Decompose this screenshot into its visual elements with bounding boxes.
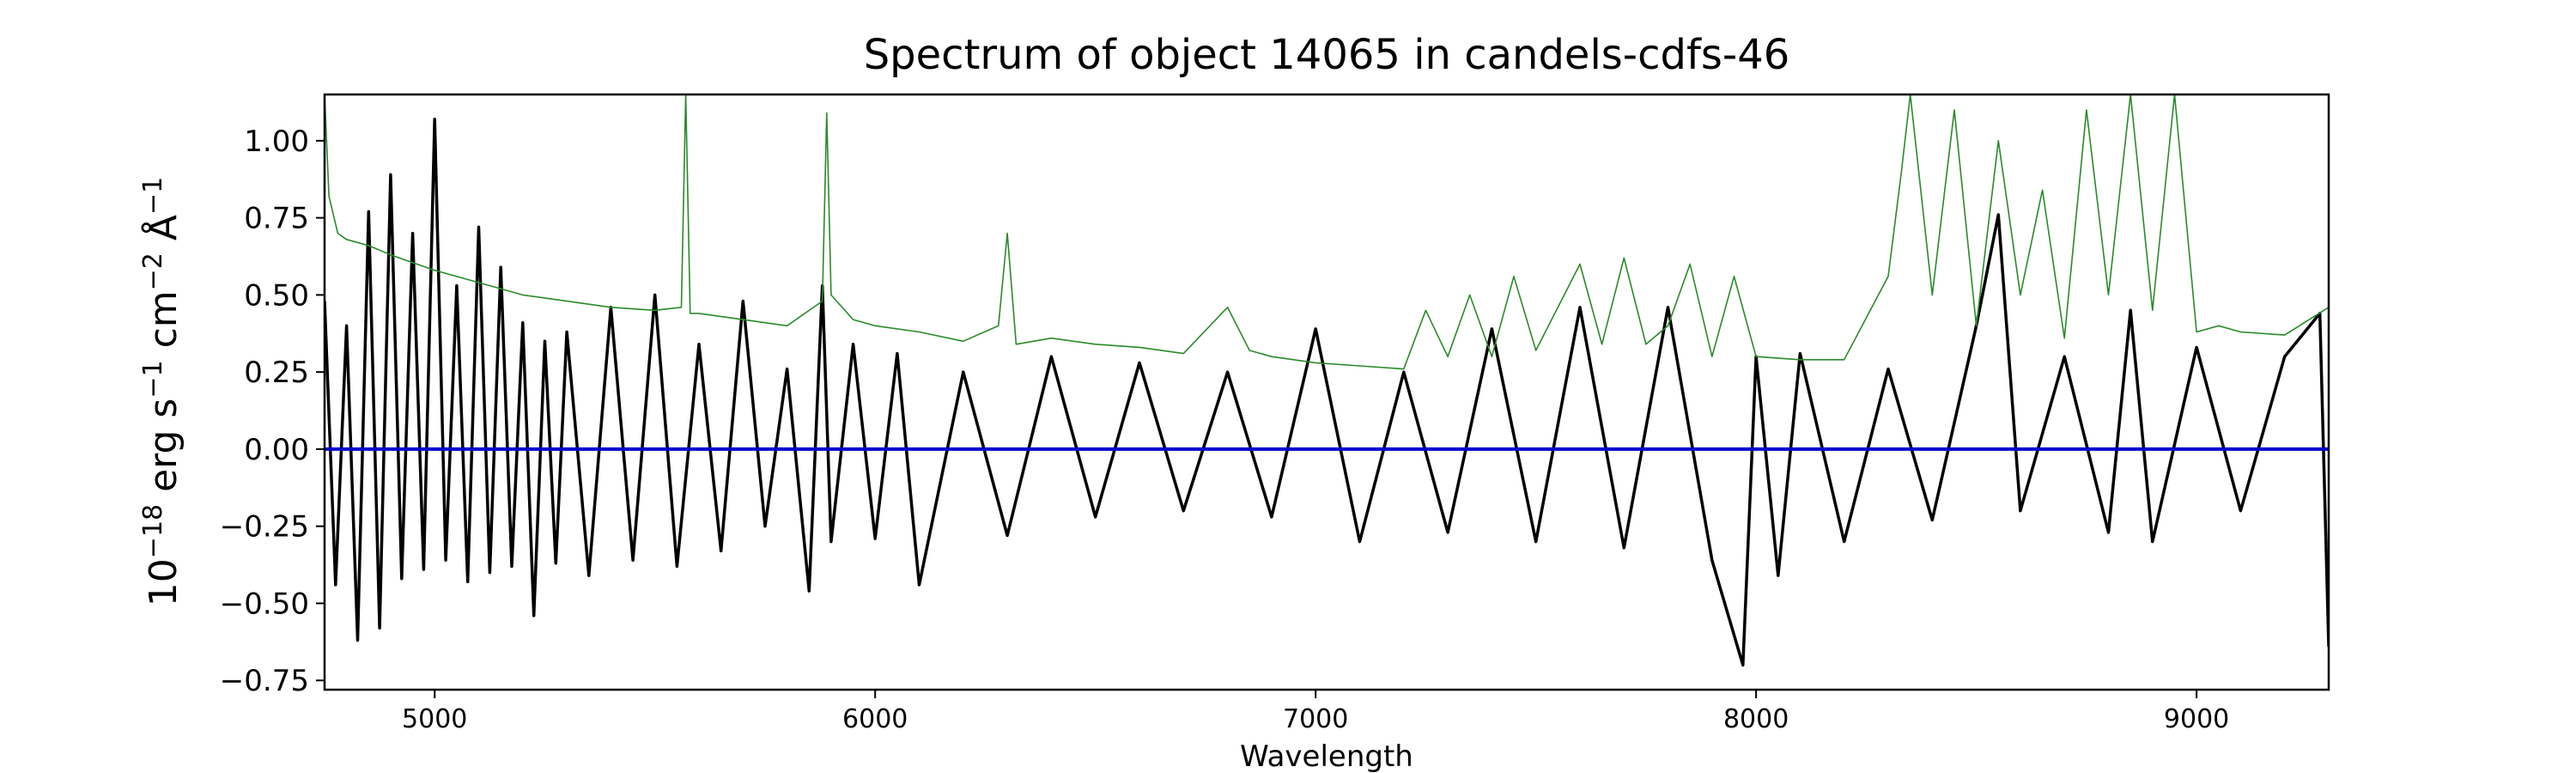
y-tick-label: 1.00 (244, 125, 309, 159)
y-label-exp: −18 (138, 504, 168, 558)
error-series-line (325, 94, 2329, 370)
y-label-base: 10 (142, 558, 185, 606)
chart-title: Spectrum of object 14065 in candels-cdfs… (864, 31, 1790, 79)
y-label-unit1: erg s (142, 399, 185, 504)
y-tick-label: 0.75 (244, 202, 309, 236)
plot-frame (323, 93, 2330, 691)
x-tick-label: 6000 (842, 704, 908, 734)
y-tick-label: 0.25 (244, 356, 309, 390)
series-layer (325, 94, 2329, 667)
y-label-exp3: −1 (138, 177, 168, 215)
x-tick-label: 9000 (2164, 704, 2229, 734)
y-tick-label: 0.00 (244, 433, 309, 467)
y-label-exp2: −2 (138, 253, 168, 290)
y-label-unit3: Å (140, 215, 185, 253)
flux-series-line (325, 117, 2329, 667)
y-axis-label: 10−18 erg s−1 cm−2 Å−1 (138, 177, 186, 606)
x-axis-label: Wavelength (1240, 740, 1413, 773)
y-axis: −0.75 −0.50 −0.25 0.00 0.25 0.50 0.75 1.00 (220, 125, 325, 698)
x-tick-label: 5000 (402, 704, 467, 734)
x-tick-label: 8000 (1723, 704, 1789, 734)
y-tick-label: 0.50 (244, 278, 309, 313)
x-tick-label: 7000 (1283, 704, 1348, 734)
y-tick-label: −0.25 (220, 510, 309, 545)
y-label-unit2: cm (142, 290, 185, 360)
x-axis: 5000 6000 7000 8000 9000 (402, 690, 2229, 734)
y-tick-label: −0.50 (220, 587, 309, 621)
y-tick-label: −0.75 (220, 664, 309, 698)
y-label-exp1: −1 (138, 360, 168, 398)
